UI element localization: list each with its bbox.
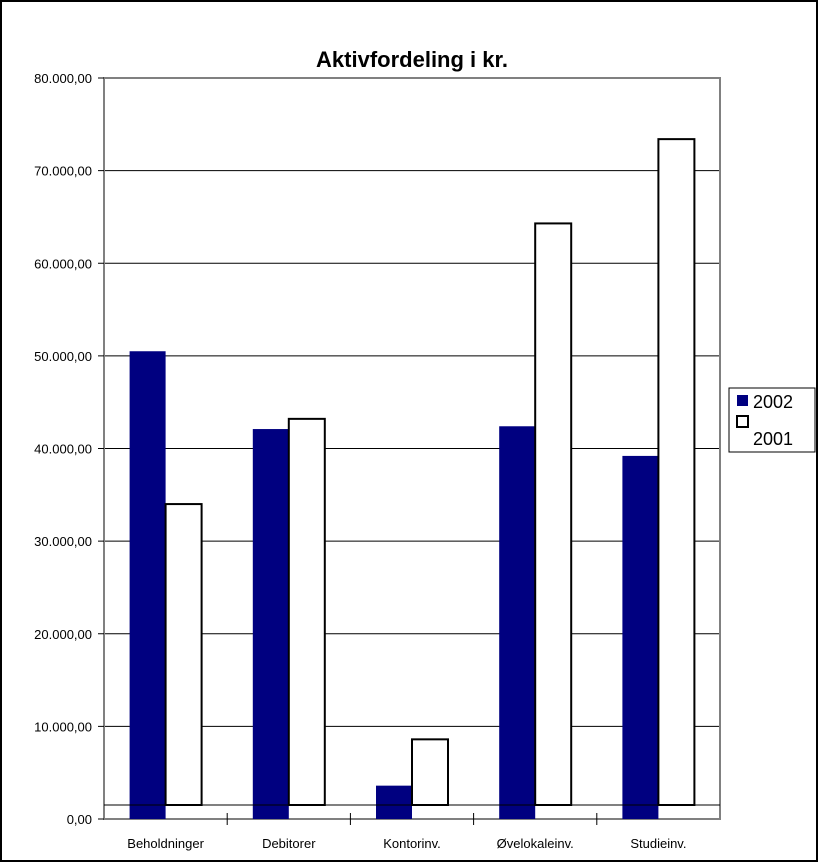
bar-2002-beholdninger [129, 351, 166, 819]
y-tick-label: 40.000,00 [34, 442, 92, 457]
gridlines [104, 170, 720, 727]
bar-2001-beholdninger [164, 503, 203, 806]
bar-2002-kontorinv [376, 785, 412, 819]
y-tick-label: 30.000,00 [34, 534, 92, 549]
bar-2002--velokaleinv [499, 426, 536, 819]
chart-title: Aktivfordeling i kr. [316, 47, 508, 72]
bar-2001-studieinv [657, 138, 696, 806]
y-axis-tick-labels: 0,00 10.000,00 20.000,00 30.000,00 40.000,00… [34, 71, 92, 827]
legend-label-2002: 2002 [753, 392, 793, 412]
y-tick-label: 20.000,00 [34, 627, 92, 642]
legend: 2002 2001 [728, 387, 816, 453]
x-tick-label: Øvelokaleinv. [497, 836, 574, 851]
bar-2001-debitorer [287, 417, 326, 806]
y-tick-label: 80.000,00 [34, 71, 92, 86]
x-tick-label: Kontorinv. [383, 836, 441, 851]
legend-label-2001: 2001 [753, 429, 793, 449]
x-tick-label: Beholdninger [127, 836, 204, 851]
legend-swatch-2001 [736, 415, 749, 428]
y-tick-label: 0,00 [67, 812, 92, 827]
legend-swatch-2002 [737, 395, 748, 406]
x-tick-label: Studieinv. [630, 836, 686, 851]
bar-2001-kontorinv [411, 738, 449, 807]
y-tick-label: 10.000,00 [34, 719, 92, 734]
x-tick-label: Debitorer [262, 836, 316, 851]
y-tick-label: 70.000,00 [34, 164, 92, 179]
axes [98, 77, 720, 825]
bars [129, 138, 696, 819]
bar-2001--velokaleinv [534, 222, 573, 806]
bar-2002-studieinv [622, 455, 659, 819]
bar-2002-debitorer [252, 429, 289, 819]
y-tick-label: 50.000,00 [34, 349, 92, 364]
x-axis-tick-labels: Beholdninger Debitorer Kontorinv. Øvelokale… [127, 836, 686, 851]
y-tick-label: 60.000,00 [34, 256, 92, 271]
